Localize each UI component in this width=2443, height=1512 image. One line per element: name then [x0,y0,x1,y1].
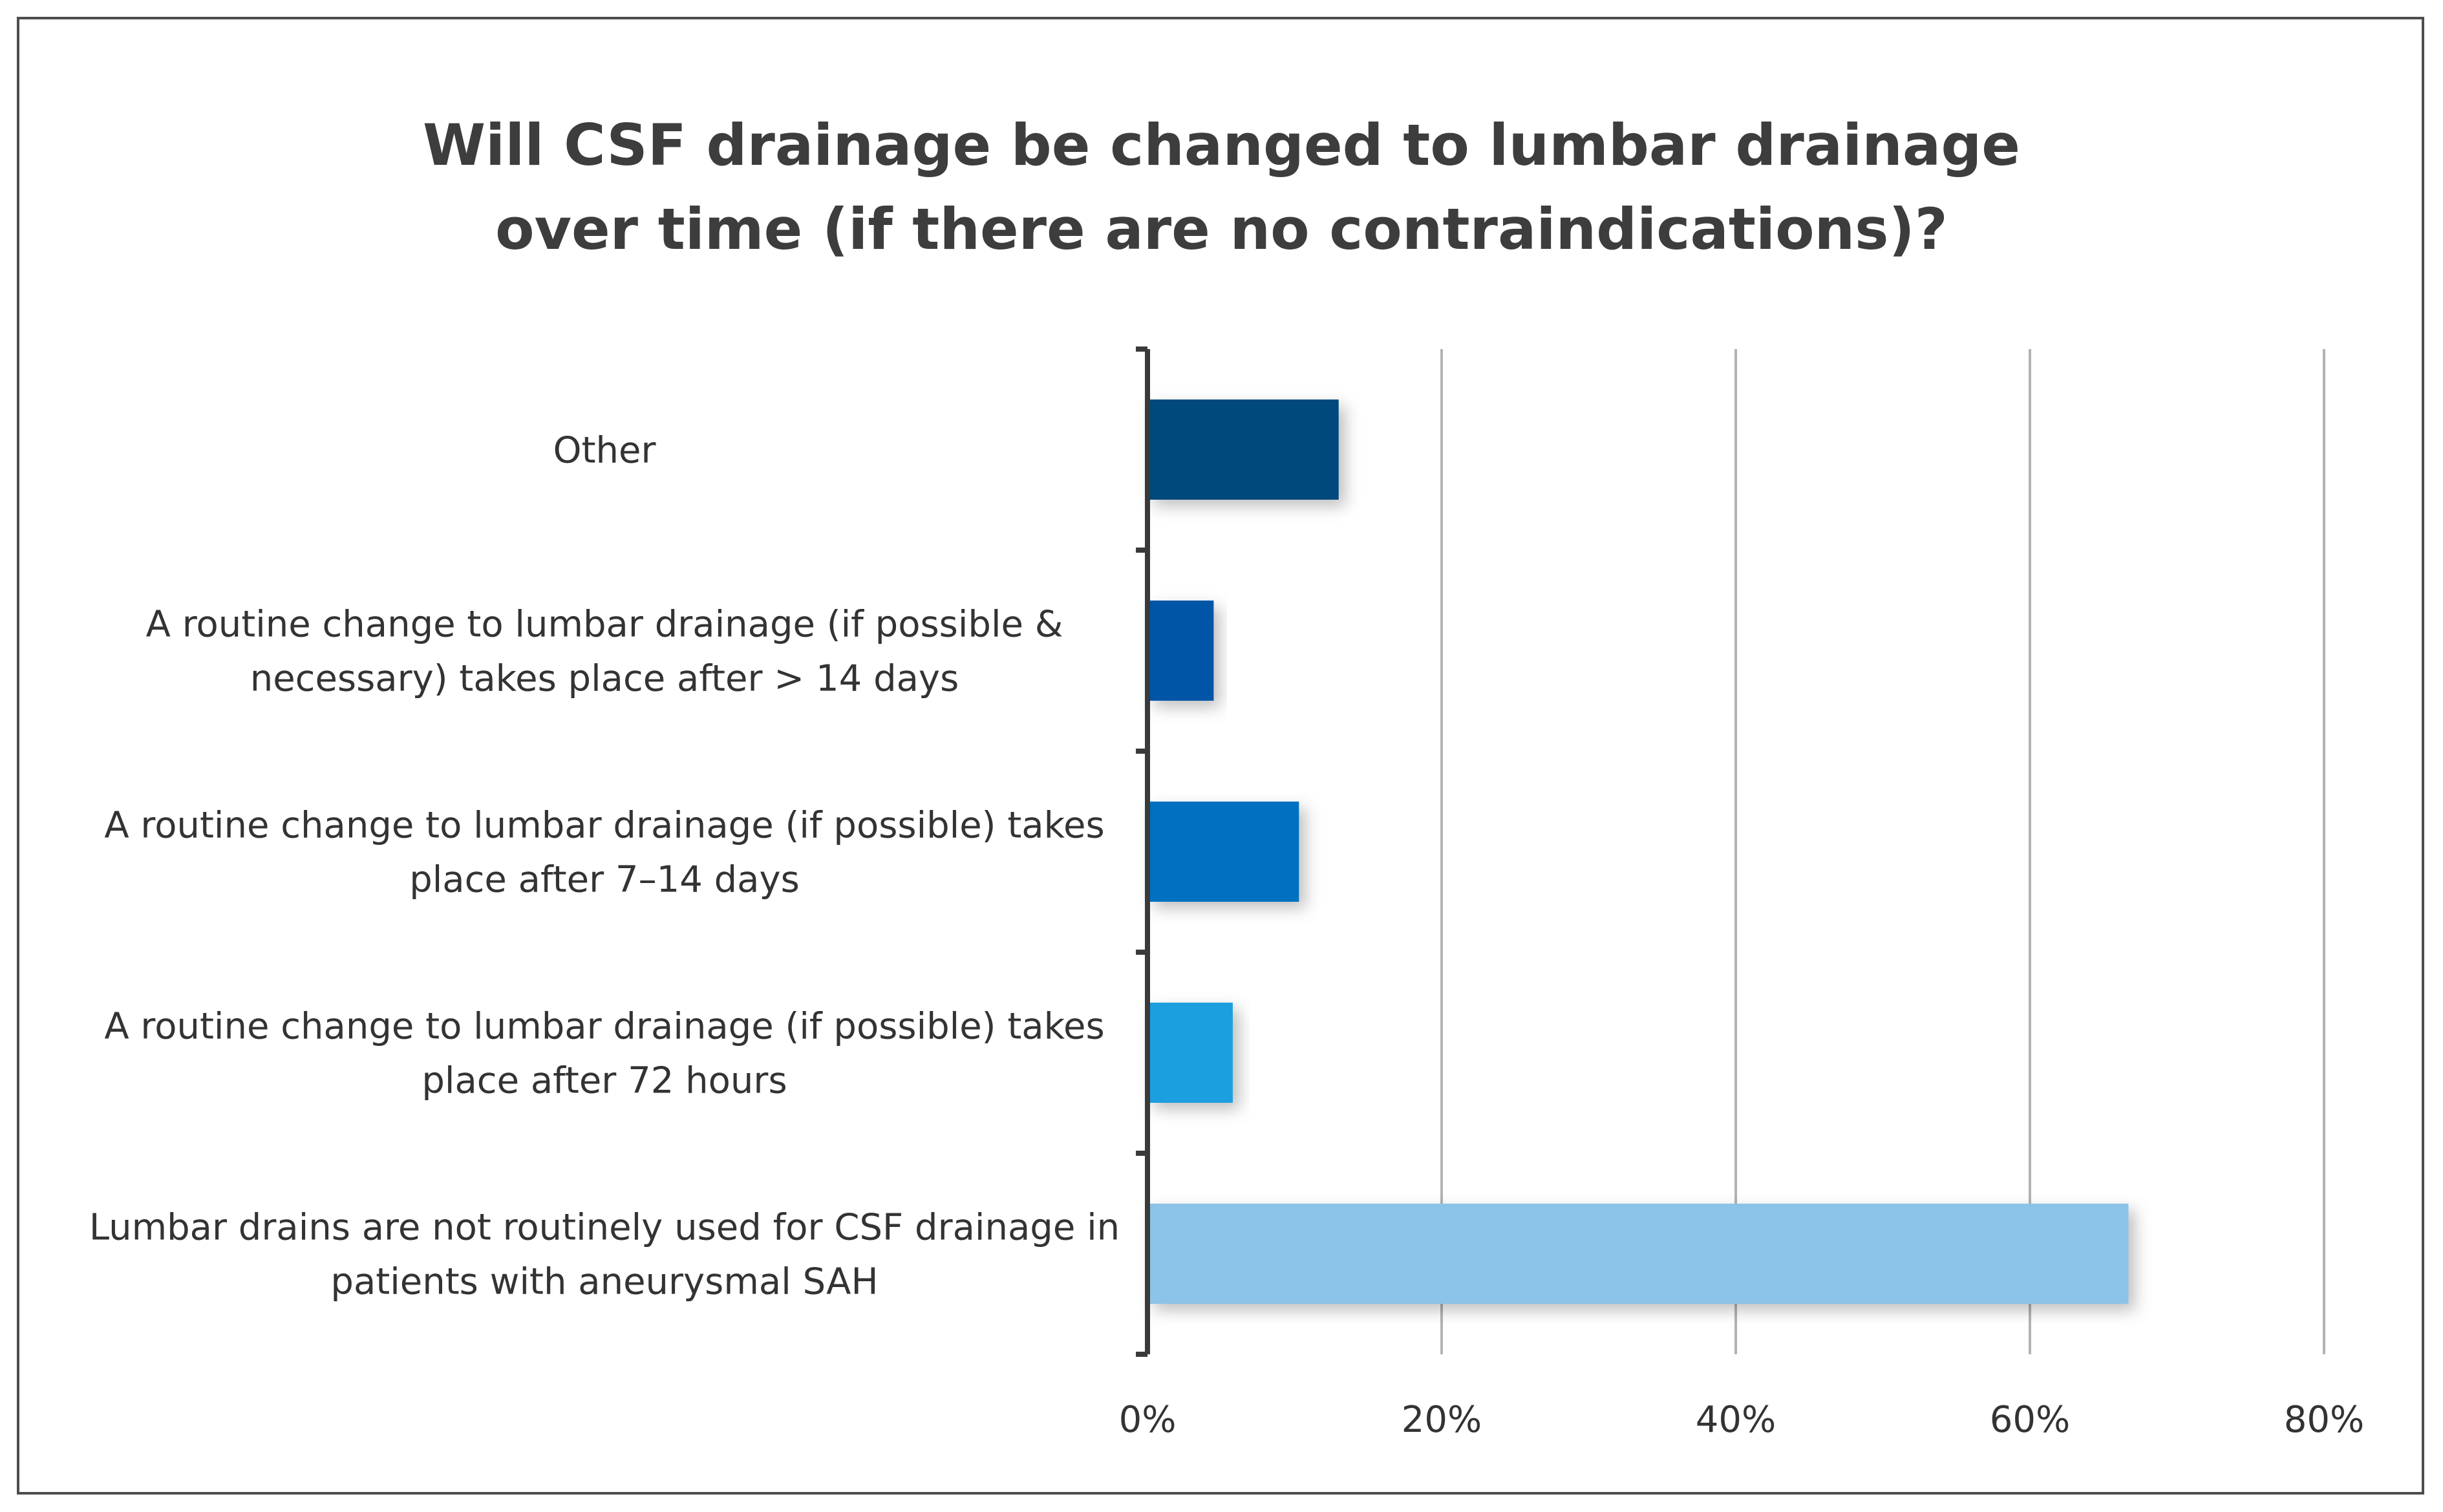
bar-4 [1147,1204,2129,1304]
category-label-1-line-1: necessary) takes place after > 14 days [250,658,959,700]
bar-2 [1147,802,1299,902]
category-label-3: A routine change to lumbar drainage (if … [104,1006,1104,1102]
category-label-0: Other [553,430,656,472]
x-tick-label-60: 60% [1990,1399,2070,1441]
category-label-3-line-1: place after 72 hours [421,1060,787,1102]
chart-title-line-2: over time (if there are no contraindicat… [495,196,1948,262]
category-label-1-line-0: A routine change to lumbar drainage (if … [146,604,1063,646]
category-label-2-line-0: A routine change to lumbar drainage (if … [104,805,1104,847]
x-tick-label-80: 80% [2284,1399,2364,1441]
bar-3 [1147,1003,1233,1103]
x-tick-label-0: 0% [1119,1399,1177,1441]
category-label-3-line-0: A routine change to lumbar drainage (if … [104,1006,1104,1048]
bar-0 [1147,399,1339,500]
chart-title: Will CSF drainage be changed to lumbar d… [0,103,2443,272]
x-tick-label-20: 20% [1402,1399,1482,1441]
category-label-0-line-0: Other [553,430,656,472]
category-label-2-line-1: place after 7–14 days [409,859,800,901]
bar-1 [1147,601,1214,701]
category-label-4: Lumbar drains are not routinely used for… [89,1207,1120,1303]
chart-title-line-1: Will CSF drainage be changed to lumbar d… [422,112,2020,178]
category-label-4-line-1: patients with aneurysmal SAH [330,1261,878,1303]
category-label-4-line-0: Lumbar drains are not routinely used for… [89,1207,1120,1249]
category-label-2: A routine change to lumbar drainage (if … [104,805,1104,901]
category-label-1: A routine change to lumbar drainage (if … [146,604,1063,700]
x-tick-label-40: 40% [1696,1399,1776,1441]
